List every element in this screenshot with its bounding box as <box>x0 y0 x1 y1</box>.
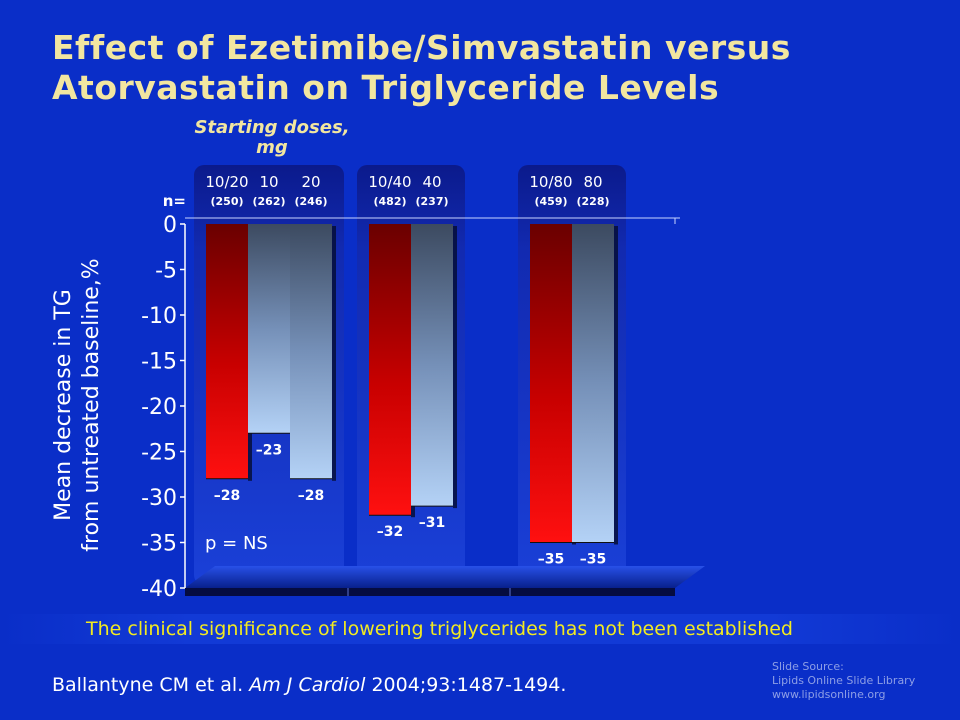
bar-value-label: –28 <box>298 488 324 504</box>
reference: Ballantyne CM et al. Am J Cardiol 2004;9… <box>52 674 566 696</box>
bar <box>290 224 332 479</box>
starting-doses-line-2: mg <box>256 137 288 158</box>
dose-label: 20 <box>301 173 320 191</box>
reference-authors: Ballantyne CM et al. <box>52 674 250 696</box>
title-line-1: Effect of Ezetimibe/Simvastatin versus <box>52 28 791 67</box>
starting-doses-line-1: Starting doses, <box>194 117 350 138</box>
bar <box>369 224 411 516</box>
starting-doses-label: Starting doses, mg <box>172 118 372 158</box>
source-line-3: www.lipidsonline.org <box>772 688 886 701</box>
y-tick-label: -40 <box>141 577 177 602</box>
y-tick-label: -30 <box>141 486 177 511</box>
bar <box>572 224 614 543</box>
bar-value-label: –35 <box>538 552 564 568</box>
n-value-label: (250) <box>210 195 243 208</box>
y-tick-label: -10 <box>141 304 177 329</box>
dose-label: 10 <box>259 173 278 191</box>
bar-side <box>453 226 457 509</box>
bar <box>248 224 290 434</box>
slide-source: Slide Source: Lipids Online Slide Librar… <box>772 660 915 702</box>
dose-label: 40 <box>422 173 441 191</box>
n-value-label: (237) <box>415 195 448 208</box>
bar-value-label: –23 <box>256 442 282 458</box>
n-value-label: (482) <box>373 195 406 208</box>
y-tick-label: -15 <box>141 350 177 375</box>
bar <box>206 224 248 479</box>
p-value-label: p = NS <box>205 533 268 554</box>
n-value-label: (228) <box>576 195 609 208</box>
y-tick-label: 0 <box>163 213 177 238</box>
chart-floor-edge <box>185 588 675 596</box>
chart-floor <box>185 566 705 588</box>
y-tick-label: -20 <box>141 395 177 420</box>
y-tick-label: -25 <box>141 441 177 466</box>
clinical-significance-note: The clinical significance of lowering tr… <box>86 618 793 640</box>
source-line-2: Lipids Online Slide Library <box>772 674 916 687</box>
reference-journal: Am J Cardiol <box>249 674 366 696</box>
bar-value-label: –35 <box>580 552 606 568</box>
chart-gridlines <box>180 217 680 589</box>
reference-details: 2004;93:1487-1494. <box>365 674 567 696</box>
y-tick-label: -35 <box>141 532 177 557</box>
source-line-1: Slide Source: <box>772 660 844 673</box>
n-value-label: (262) <box>252 195 285 208</box>
bar-side <box>614 226 618 545</box>
n-value-label: (459) <box>534 195 567 208</box>
dose-label: 10/80 <box>529 173 572 191</box>
n-label: n= <box>163 192 186 210</box>
bar-value-label: –32 <box>377 524 403 540</box>
bar <box>411 224 453 507</box>
dose-label: 80 <box>583 173 602 191</box>
dose-label: 10/40 <box>368 173 411 191</box>
dose-label: 10/20 <box>205 173 248 191</box>
slide-title: Effect of Ezetimibe/Simvastatin versus A… <box>52 28 932 108</box>
note-band: The clinical significance of lowering tr… <box>0 614 960 644</box>
y-tick-label: -5 <box>155 259 177 284</box>
n-value-label: (246) <box>294 195 327 208</box>
chart-text: 0 -5 -10 -15 -20 -25 -30 -35 -40 n= p = NS 10/20 (25… <box>141 173 609 602</box>
bar-side <box>332 226 336 481</box>
title-line-2: Atorvastatin on Triglyceride Levels <box>52 68 720 107</box>
bar <box>530 224 572 543</box>
bar-value-label: –28 <box>214 488 240 504</box>
chart-bars <box>206 224 618 545</box>
bar-value-label: –31 <box>419 515 445 531</box>
